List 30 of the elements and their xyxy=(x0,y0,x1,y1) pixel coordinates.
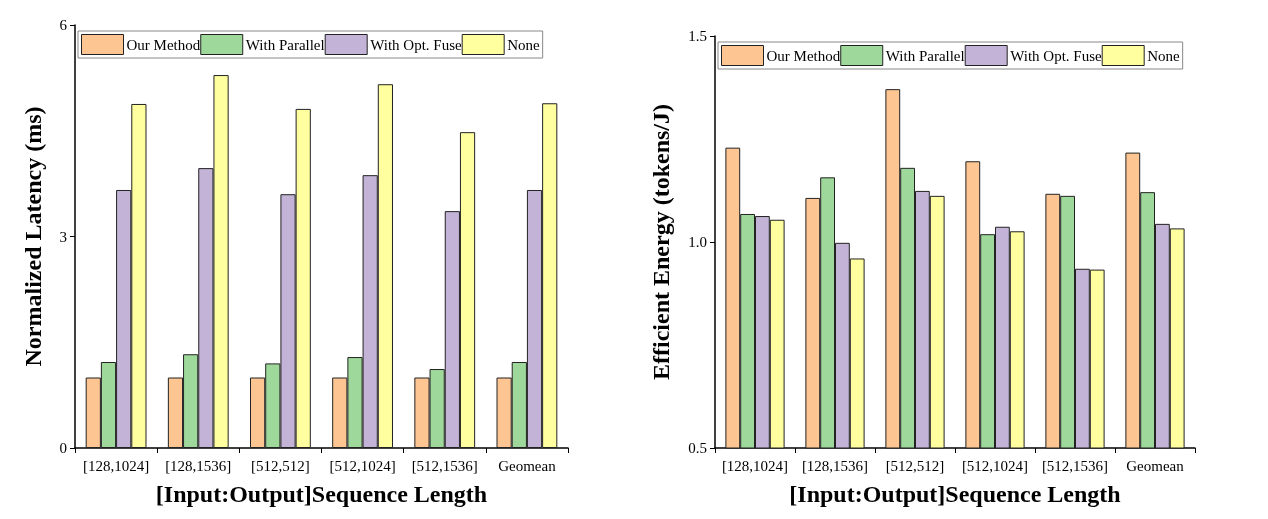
legend-label: None xyxy=(507,36,541,53)
x-tick-label: [512,1536] xyxy=(411,457,478,474)
x-tick-label: [512,1536] xyxy=(1041,457,1109,474)
x-tick-label: [512,512] xyxy=(885,457,945,474)
x-tick-label: [128,1536] xyxy=(801,457,869,474)
x-axis-title: [Input:Output]Sequence Length xyxy=(789,481,1121,507)
x-tick-label: [512,1024] xyxy=(961,457,1029,474)
legend-label: Our Method xyxy=(766,47,841,64)
legend-label: With Parallel xyxy=(245,36,325,53)
y-axis-title: Efficient Energy (tokens/J) xyxy=(648,104,674,380)
x-axis-title: [Input:Output]Sequence Length xyxy=(155,481,488,507)
y-tick-label: 0.5 xyxy=(688,440,707,456)
legend-label: With Opt. Fuse xyxy=(1010,47,1103,64)
y-tick-label: 3 xyxy=(59,228,67,245)
y-axis-title: Normalized Latency (ms) xyxy=(20,106,46,367)
x-tick-label: [128,1536] xyxy=(165,457,232,474)
legend-label: With Parallel xyxy=(885,47,965,64)
x-tick-label: [512,1024] xyxy=(329,457,396,474)
y-tick-label: 1.0 xyxy=(688,234,707,250)
y-tick-label: 0 xyxy=(59,440,67,456)
legend-label: With Opt. Fuse xyxy=(370,36,463,53)
y-tick-label: 6 xyxy=(59,17,68,33)
legend-label: Our Method xyxy=(126,36,201,53)
legend-label: None xyxy=(1147,47,1181,64)
x-tick-label: Geomean xyxy=(1126,457,1185,474)
x-tick-label: [128,1024] xyxy=(82,457,150,474)
x-tick-label: [128,1024] xyxy=(721,457,789,474)
x-tick-label: [512,512] xyxy=(251,457,310,474)
y-tick-label: 1.5 xyxy=(688,28,707,44)
x-tick-label: Geomean xyxy=(498,457,557,474)
